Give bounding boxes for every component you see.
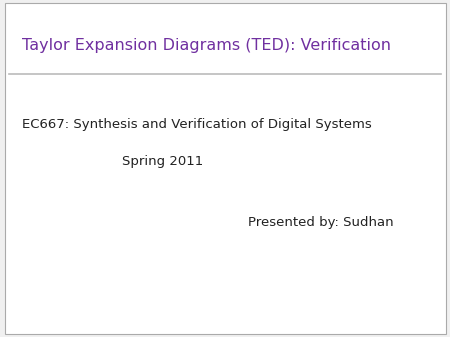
Text: Presented by: Sudhan: Presented by: Sudhan [248, 216, 393, 229]
Bar [9, 13, 441, 74]
Text: EC667: Synthesis and Verification of Digital Systems: EC667: Synthesis and Verification of Dig… [22, 118, 372, 131]
Text: Taylor Expansion Diagrams (TED): Verification: Taylor Expansion Diagrams (TED): Verific… [22, 38, 392, 53]
Text: Spring 2011: Spring 2011 [122, 155, 203, 168]
